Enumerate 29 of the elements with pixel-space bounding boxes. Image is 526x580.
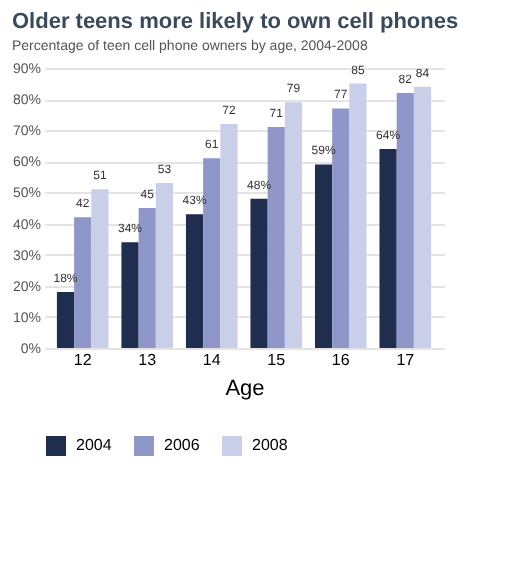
bar	[121, 242, 139, 348]
bar	[396, 92, 414, 348]
legend-label: 2008	[252, 436, 289, 454]
legend-label: 2004	[76, 436, 113, 454]
bar	[56, 292, 75, 348]
bar	[185, 214, 204, 348]
bar	[267, 127, 285, 348]
bar	[284, 102, 303, 348]
bar	[349, 83, 367, 348]
x-tick-label: 17	[396, 351, 416, 369]
x-tick-label: 14	[202, 351, 222, 369]
legend-label: 2006	[164, 436, 201, 454]
bar	[379, 148, 397, 348]
bar	[332, 108, 350, 348]
bar	[155, 183, 174, 348]
bar	[74, 217, 92, 348]
x-tick-label: 13	[138, 351, 158, 369]
chart-title: Older teens more likely to own cell phones	[11, 10, 459, 34]
x-tick-label: 16	[331, 351, 351, 369]
bar	[413, 86, 432, 348]
bar	[138, 208, 156, 348]
bar	[314, 164, 333, 348]
bar	[91, 189, 109, 348]
x-tick-label: 12	[73, 351, 93, 369]
bar	[220, 124, 238, 348]
bar	[250, 198, 268, 348]
x-axis-title: Age	[225, 377, 265, 401]
bar	[203, 158, 221, 348]
x-tick-label: 15	[267, 351, 287, 369]
